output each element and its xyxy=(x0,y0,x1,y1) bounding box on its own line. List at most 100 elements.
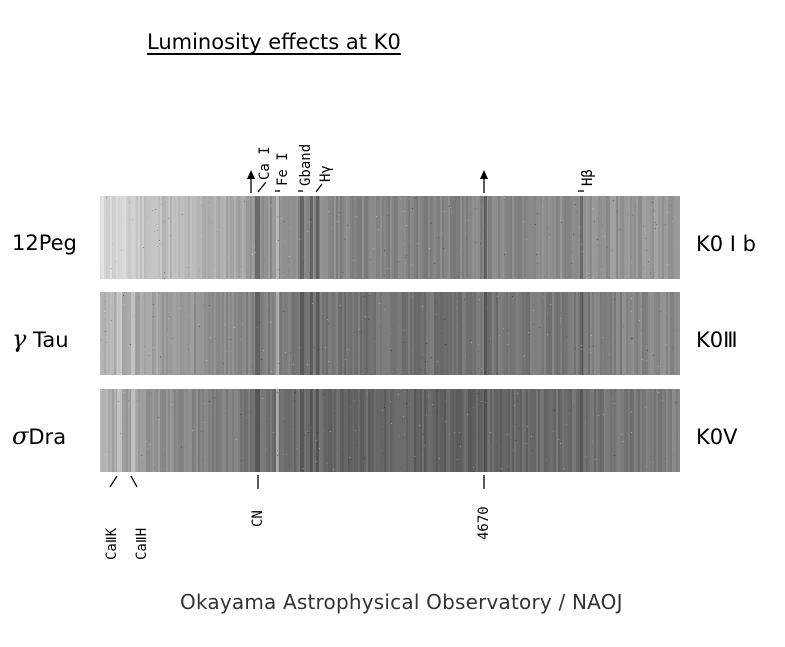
grain xyxy=(254,246,255,247)
grain xyxy=(539,241,540,242)
grain xyxy=(560,443,561,444)
spectral-band xyxy=(432,196,434,279)
grain xyxy=(303,468,304,469)
grain xyxy=(105,331,106,332)
grain xyxy=(531,436,532,437)
grain xyxy=(378,389,379,390)
grain xyxy=(278,354,279,355)
grain xyxy=(643,226,644,227)
spectral-band xyxy=(192,292,194,375)
spectral-band xyxy=(386,389,388,472)
spectral-band xyxy=(358,196,360,279)
grain xyxy=(241,269,242,270)
grain xyxy=(445,344,446,345)
spectral-band xyxy=(128,292,130,375)
grain xyxy=(284,241,285,242)
grain xyxy=(209,401,210,402)
spectral-band xyxy=(204,196,206,279)
spectral-band xyxy=(558,389,560,472)
spectral-band xyxy=(668,196,670,279)
grain xyxy=(351,349,352,350)
grain xyxy=(400,467,401,468)
spectral-band xyxy=(462,389,464,472)
spectral-band xyxy=(458,196,460,279)
spectral-band xyxy=(244,389,246,472)
grain xyxy=(104,311,105,312)
grain xyxy=(295,392,296,393)
spectral-band xyxy=(352,292,354,375)
grain xyxy=(449,206,450,207)
grain xyxy=(575,204,576,205)
spectral-band xyxy=(412,292,414,375)
grain xyxy=(130,344,131,345)
spectral-band xyxy=(156,389,158,472)
spectral-band xyxy=(226,292,228,375)
grain xyxy=(330,431,331,432)
grain xyxy=(382,294,383,295)
grain xyxy=(408,403,409,404)
spectral-band xyxy=(222,196,224,279)
grain xyxy=(302,390,303,391)
spectral-band xyxy=(226,389,228,472)
grain xyxy=(316,440,317,441)
spectral-band xyxy=(172,292,174,375)
grain xyxy=(391,333,392,334)
grain xyxy=(232,434,233,435)
grain xyxy=(153,347,154,348)
grain xyxy=(380,321,381,322)
spectral-band xyxy=(662,389,664,472)
grain xyxy=(445,421,446,422)
spectral-band xyxy=(482,292,484,375)
spectral-band xyxy=(138,292,140,375)
spectral-band xyxy=(670,292,672,375)
grain xyxy=(641,330,642,331)
grain xyxy=(496,446,497,447)
grain xyxy=(601,269,602,270)
spectral-band xyxy=(658,196,660,279)
grain xyxy=(111,315,112,316)
grain xyxy=(223,266,224,267)
spectral-band xyxy=(286,389,288,472)
grain xyxy=(442,233,443,234)
grain xyxy=(398,261,399,262)
spectral-band xyxy=(604,292,606,375)
grain xyxy=(399,373,400,374)
grain xyxy=(358,329,359,330)
grain xyxy=(490,338,491,339)
grain xyxy=(566,424,567,425)
spectral-band xyxy=(178,196,180,279)
grain xyxy=(195,393,196,394)
spectral-band xyxy=(572,292,574,375)
grain xyxy=(159,240,160,241)
spectral-band xyxy=(480,292,482,375)
spectral-band xyxy=(294,389,296,472)
spectral-band xyxy=(436,292,438,375)
grain xyxy=(452,214,453,215)
spectral-band xyxy=(620,196,622,279)
spectral-band xyxy=(646,196,648,279)
grain xyxy=(378,229,379,230)
grain xyxy=(195,370,196,371)
grain xyxy=(514,405,515,406)
spectral-band xyxy=(292,196,294,279)
spectral-band xyxy=(270,389,272,472)
grain xyxy=(158,417,159,418)
grain xyxy=(189,315,190,316)
spectral-band xyxy=(140,196,142,279)
spectral-band xyxy=(472,389,474,472)
spectral-band xyxy=(324,196,326,279)
grain xyxy=(575,348,576,349)
spectral-band xyxy=(348,389,350,472)
grain xyxy=(153,316,154,317)
grain xyxy=(343,365,344,366)
spectral-band xyxy=(326,196,328,279)
label-hbeta: Hβ xyxy=(580,169,596,186)
grain xyxy=(631,432,632,433)
grain xyxy=(289,465,290,466)
spectral-band xyxy=(334,389,336,472)
spectral-band xyxy=(606,389,608,472)
spectral-band xyxy=(602,292,604,375)
spectral-band xyxy=(304,389,306,472)
grain xyxy=(403,330,404,331)
grain xyxy=(467,220,468,221)
